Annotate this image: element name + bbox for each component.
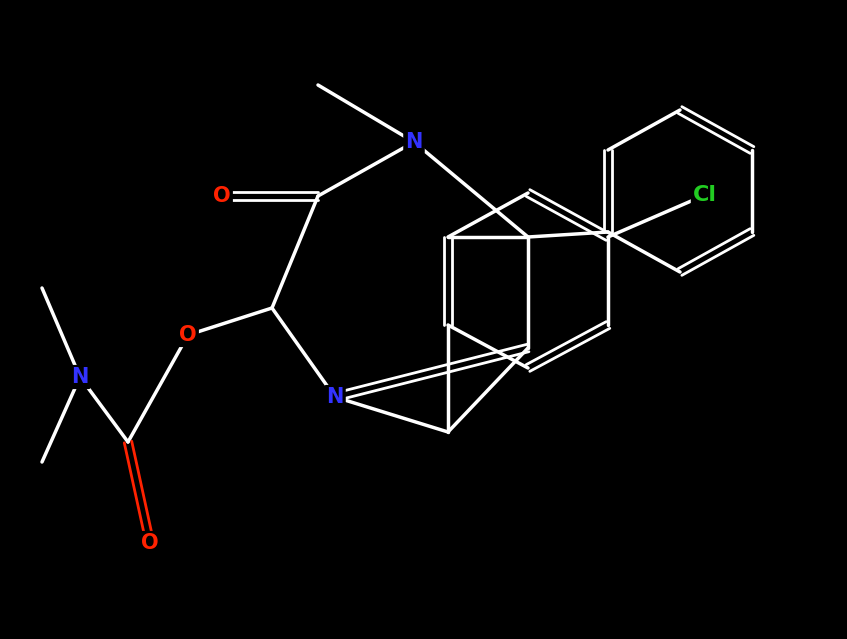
Text: O: O — [180, 325, 197, 345]
Text: O: O — [141, 533, 159, 553]
Text: N: N — [406, 132, 423, 152]
Text: N: N — [71, 367, 89, 387]
Text: N: N — [326, 387, 344, 407]
Text: Cl: Cl — [693, 185, 717, 205]
Text: O: O — [213, 186, 231, 206]
